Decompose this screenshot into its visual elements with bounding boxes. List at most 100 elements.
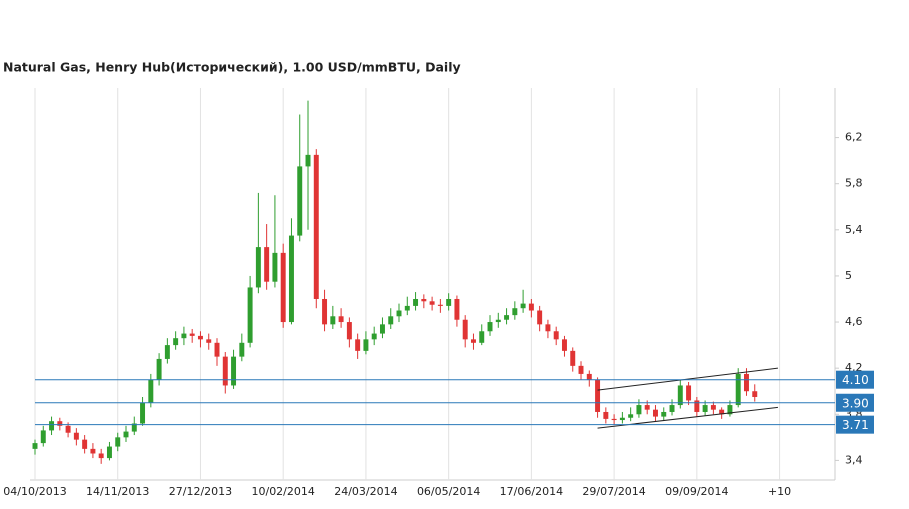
candle-body xyxy=(173,338,179,346)
level-label-box xyxy=(836,415,874,434)
candle-body xyxy=(388,316,394,325)
y-tick-label: 3,4 xyxy=(845,453,863,466)
candle-body xyxy=(288,235,294,323)
candle-body xyxy=(197,335,203,340)
candle-body xyxy=(487,322,493,332)
candle-body xyxy=(65,425,71,433)
candle-body xyxy=(520,303,526,309)
x-tick-label: 29/07/2014 xyxy=(582,485,645,498)
candle-body xyxy=(686,385,692,401)
candle-body xyxy=(470,339,476,343)
candle-body xyxy=(313,154,319,299)
candle-body xyxy=(586,373,592,380)
candle-body xyxy=(90,448,96,454)
candle-body xyxy=(561,339,567,351)
candle-body xyxy=(454,298,460,320)
candle-body xyxy=(677,385,683,406)
candle-body xyxy=(727,405,733,415)
candle-body xyxy=(140,402,146,424)
candle-body xyxy=(743,373,749,392)
y-tick-label: 5,8 xyxy=(845,177,863,190)
candle-body xyxy=(545,324,551,332)
candle-body xyxy=(164,345,170,359)
candle-body xyxy=(495,319,501,323)
x-tick-label: 10/02/2014 xyxy=(251,485,314,498)
candle-body xyxy=(652,409,658,417)
candle-body xyxy=(206,339,212,343)
candle-body xyxy=(247,287,253,343)
candle-body xyxy=(636,405,642,415)
x-tick-label: 04/10/2013 xyxy=(3,485,66,498)
x-tick-label: 27/12/2013 xyxy=(169,485,232,498)
candle-body xyxy=(189,333,195,336)
candle-body xyxy=(396,310,402,317)
candle-body xyxy=(661,411,667,417)
candle-body xyxy=(413,298,419,306)
candle-body xyxy=(156,358,162,380)
candle-body xyxy=(32,443,38,449)
level-label-box xyxy=(836,393,874,412)
candle-body xyxy=(305,154,311,167)
x-tick-label: 24/03/2014 xyxy=(334,485,397,498)
candle-body xyxy=(710,405,716,410)
candle-body xyxy=(694,400,700,412)
level-label: 3.90 xyxy=(842,396,869,410)
candle-body xyxy=(264,247,270,282)
candle-body xyxy=(603,411,609,419)
candle-body xyxy=(404,305,410,311)
candle-body xyxy=(429,301,435,305)
candle-body xyxy=(338,316,344,323)
candle-body xyxy=(570,350,576,366)
candle-body xyxy=(752,391,758,397)
candle-body xyxy=(272,252,278,282)
candle-body xyxy=(280,252,286,323)
candle-body xyxy=(528,303,534,311)
candle-body xyxy=(702,405,708,412)
candle-body xyxy=(371,333,377,340)
candle-body xyxy=(322,298,328,325)
candle-body xyxy=(148,379,154,403)
candle-body xyxy=(49,421,55,431)
candle-body xyxy=(595,379,601,412)
candle-body xyxy=(504,315,510,320)
candle-body xyxy=(82,439,88,449)
candle-body xyxy=(553,331,559,340)
x-tick-label: 09/09/2014 xyxy=(665,485,728,498)
trend-line xyxy=(597,367,778,391)
candle-body xyxy=(131,423,137,432)
x-tick-label: 17/06/2014 xyxy=(500,485,563,498)
candle-body xyxy=(355,339,361,351)
candle-body xyxy=(446,298,452,306)
level-label: 4.10 xyxy=(842,373,869,387)
candle-body xyxy=(421,298,427,302)
candle-body xyxy=(239,342,245,357)
candle-body xyxy=(222,356,228,386)
candle-body xyxy=(628,414,634,418)
candle-body xyxy=(123,431,129,438)
x-tick-label: 06/05/2014 xyxy=(417,485,480,498)
candle-body xyxy=(330,316,336,325)
candle-body xyxy=(379,324,385,334)
candle-body xyxy=(40,430,46,444)
candle-body xyxy=(255,247,261,288)
candle-body xyxy=(73,432,79,440)
x-tick-label: 14/11/2013 xyxy=(86,485,149,498)
candle-body xyxy=(106,446,112,459)
y-tick-label: 6,2 xyxy=(845,131,863,144)
candle-body xyxy=(479,331,485,343)
candle-body xyxy=(98,453,104,459)
candle-body xyxy=(644,405,650,410)
candle-body xyxy=(346,322,352,340)
candle-body xyxy=(512,308,518,316)
candle-body xyxy=(719,409,725,415)
candle-body xyxy=(214,342,220,357)
candle-body xyxy=(669,405,675,412)
y-tick-label: 5 xyxy=(845,269,852,282)
candle-body xyxy=(115,437,121,447)
candle-body xyxy=(363,339,369,351)
level-label-box xyxy=(836,370,874,389)
candle-body xyxy=(611,418,617,421)
candle-body xyxy=(181,333,187,339)
